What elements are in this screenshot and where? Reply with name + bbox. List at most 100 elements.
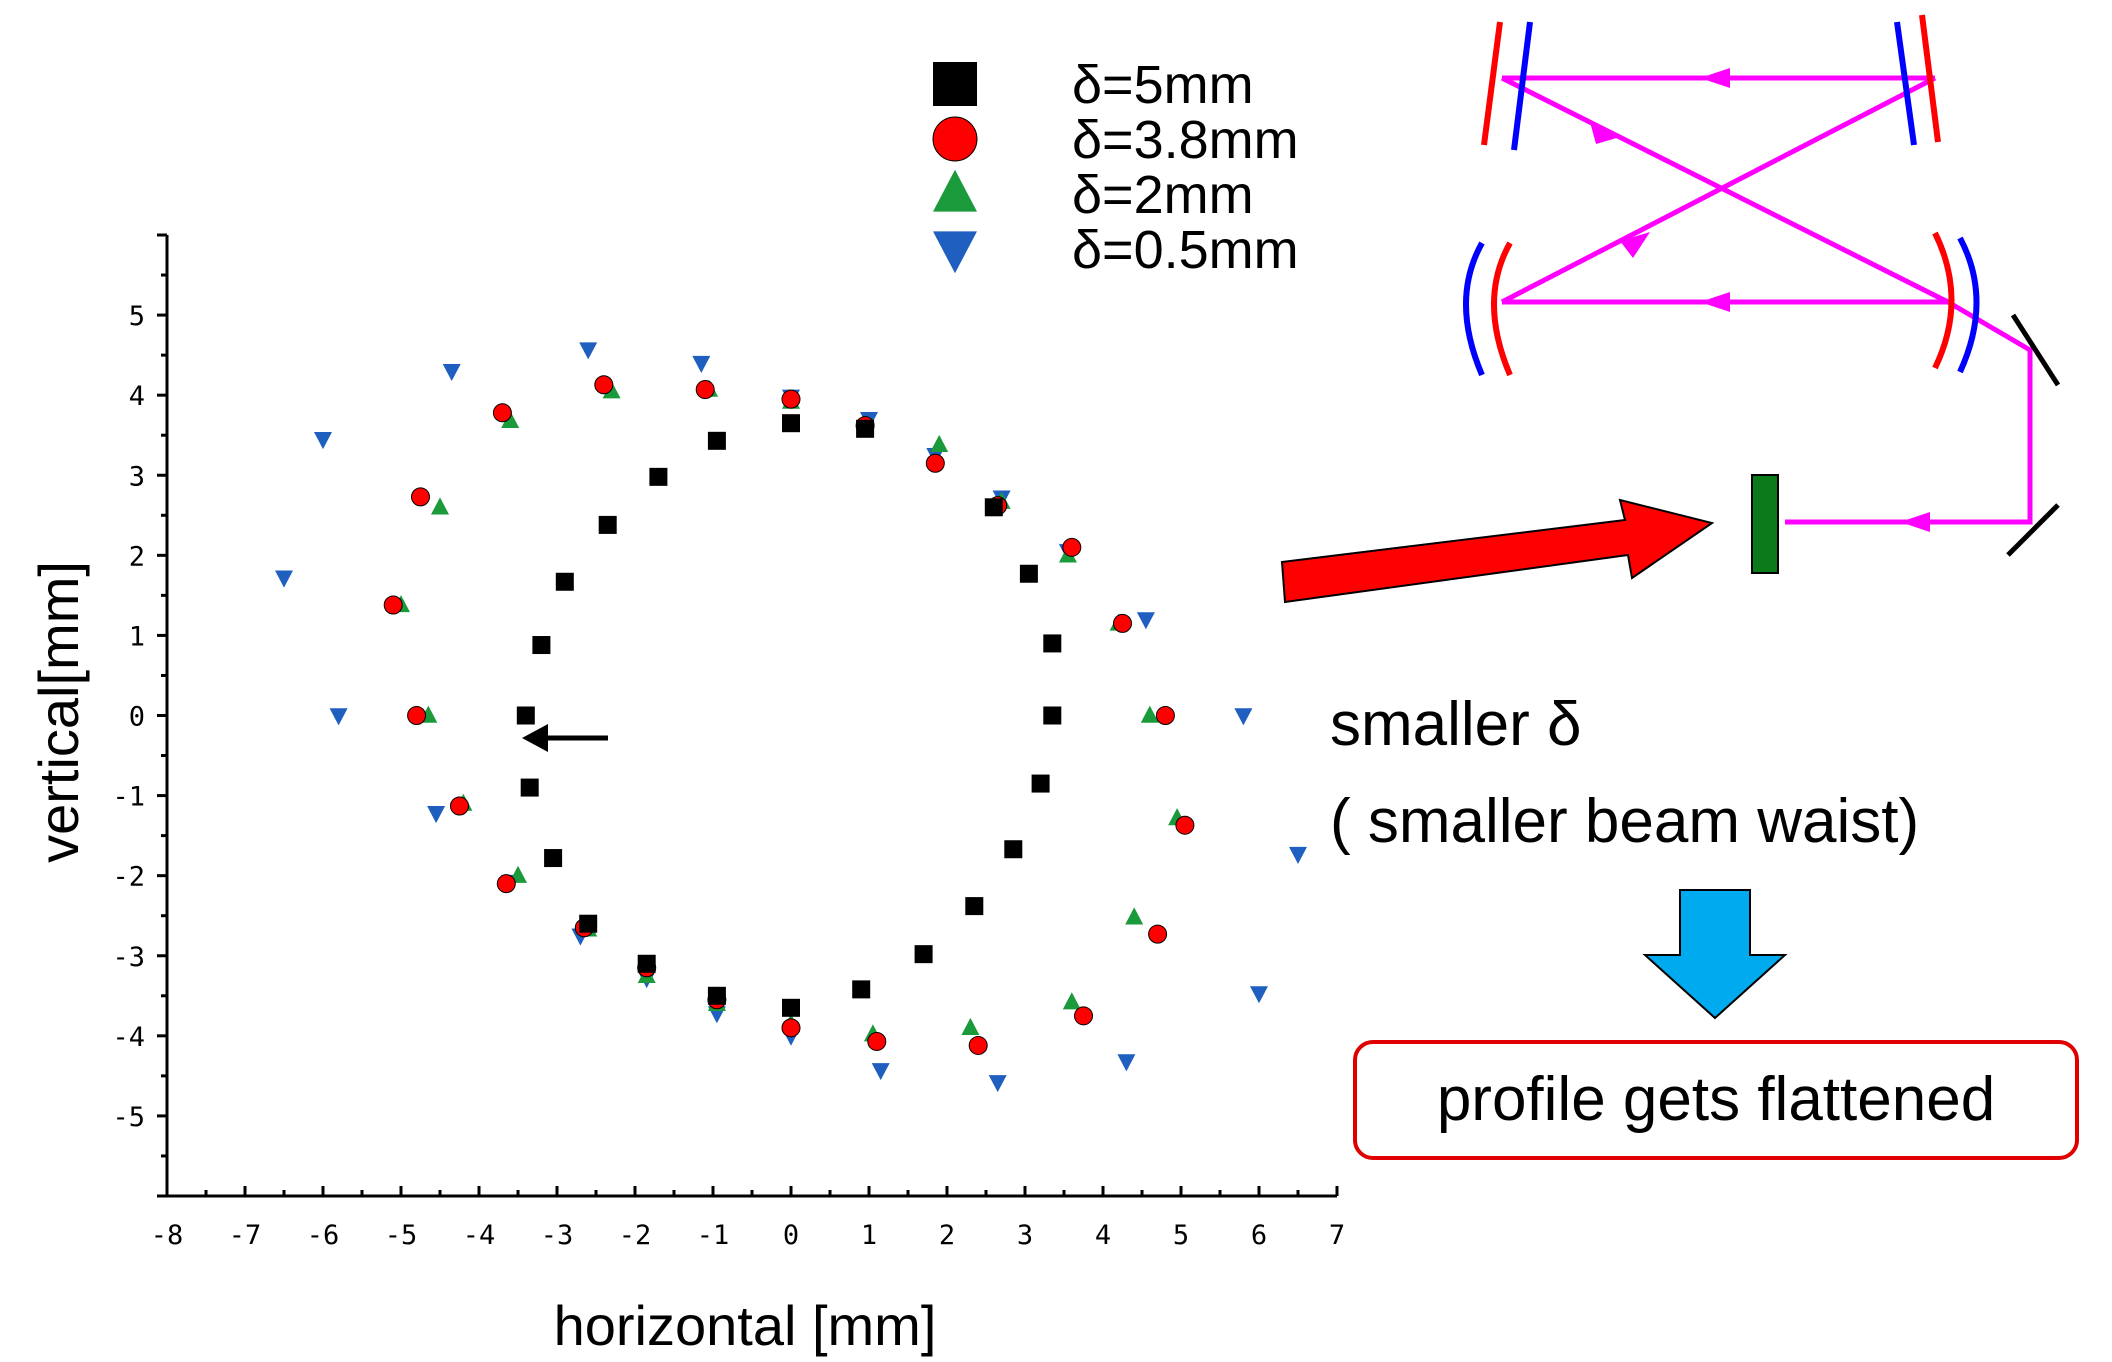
data-point bbox=[1175, 815, 1195, 835]
data-point bbox=[852, 980, 871, 999]
annotation-profile-gets-flattened: profile gets flattened bbox=[1437, 1065, 1995, 1134]
target-screen bbox=[1751, 474, 1779, 574]
mirror-top-right-red bbox=[1919, 14, 1941, 143]
data-points bbox=[275, 342, 1307, 1093]
mirror-top-left-red bbox=[1481, 21, 1503, 146]
y-ticks: 5 4 3 2 1 0 -1 -2 -3 -4 -5 bbox=[112, 233, 167, 1198]
x-ticks: -8 -7 -6 -5 -4 -3 -2 -1 0 1 2 3 4 5 6 7 bbox=[151, 1186, 1345, 1251]
data-point bbox=[1234, 708, 1253, 726]
data-point bbox=[520, 778, 539, 797]
data-point bbox=[984, 498, 1003, 517]
x-tick-label: -1 bbox=[697, 1220, 730, 1251]
data-point bbox=[782, 414, 800, 433]
data-point bbox=[1148, 924, 1168, 944]
data-point bbox=[1031, 774, 1050, 793]
blue-down-arrow bbox=[1642, 889, 1788, 1020]
x-tick-label: 1 bbox=[861, 1220, 877, 1251]
data-point bbox=[637, 954, 656, 973]
big-red-arrow bbox=[1280, 498, 1715, 604]
x-axis-title: horizontal [mm] bbox=[554, 1294, 937, 1357]
x-tick-label: -7 bbox=[229, 1220, 262, 1251]
data-point bbox=[782, 998, 800, 1017]
data-point bbox=[1136, 612, 1155, 630]
x-tick-label: 5 bbox=[1173, 1220, 1189, 1251]
data-point bbox=[275, 570, 293, 588]
mirror-bottom-left-red bbox=[1491, 241, 1513, 377]
data-point bbox=[1004, 840, 1023, 859]
legend-marker bbox=[933, 231, 977, 274]
x-tick-label: 4 bbox=[1095, 1220, 1111, 1251]
y-tick-label: -3 bbox=[112, 942, 145, 973]
data-point bbox=[867, 1031, 887, 1051]
data-point bbox=[492, 403, 512, 423]
data-point bbox=[856, 419, 875, 438]
data-point bbox=[1250, 986, 1268, 1004]
data-point bbox=[781, 1018, 801, 1038]
data-point bbox=[1062, 537, 1082, 557]
y-axis-title: vertical[mm] bbox=[27, 561, 90, 863]
data-point bbox=[1117, 1054, 1136, 1072]
x-tick-label: -5 bbox=[385, 1220, 418, 1251]
mirror-bottom-left-blue bbox=[1463, 241, 1485, 377]
data-point bbox=[781, 389, 801, 409]
data-point bbox=[427, 806, 446, 824]
data-point bbox=[329, 708, 348, 726]
data-point bbox=[544, 849, 563, 868]
legend-label: δ=0.5mm bbox=[1072, 220, 1299, 280]
data-point bbox=[961, 1017, 980, 1036]
x-tick-label: 2 bbox=[939, 1220, 955, 1251]
data-point bbox=[501, 410, 520, 428]
data-point bbox=[1289, 846, 1307, 864]
x-tick-label: 3 bbox=[1017, 1220, 1033, 1251]
y-tick-label: -5 bbox=[112, 1102, 145, 1133]
data-point bbox=[579, 342, 598, 360]
data-point bbox=[411, 487, 430, 507]
data-point bbox=[1019, 564, 1038, 583]
data-point bbox=[1043, 634, 1062, 653]
y-tick-label: 5 bbox=[129, 301, 145, 332]
data-point bbox=[450, 796, 469, 816]
annotation-smaller-delta: smaller δ bbox=[1330, 690, 1582, 759]
x-tick-label: 7 bbox=[1329, 1220, 1345, 1251]
data-point bbox=[1125, 907, 1144, 925]
y-tick-label: 2 bbox=[129, 541, 145, 572]
legend-marker bbox=[932, 116, 978, 162]
y-tick-label: -1 bbox=[112, 782, 145, 813]
data-point bbox=[968, 1035, 988, 1055]
data-point bbox=[442, 363, 461, 382]
left-arrow-annotation bbox=[522, 724, 608, 752]
data-point bbox=[1113, 613, 1132, 633]
legend-label: δ=5mm bbox=[1072, 55, 1254, 115]
data-point bbox=[516, 706, 535, 725]
data-point bbox=[598, 515, 617, 534]
data-point bbox=[383, 595, 403, 615]
conclusion-box: profile gets flattened bbox=[1353, 1040, 2079, 1160]
x-tick-label: -2 bbox=[619, 1220, 652, 1251]
x-tick-label: 6 bbox=[1251, 1220, 1267, 1251]
data-point bbox=[1140, 705, 1159, 723]
mirror-top-right-blue bbox=[1894, 21, 1917, 146]
y-tick-label: 0 bbox=[129, 702, 145, 733]
data-point bbox=[314, 432, 332, 450]
data-point bbox=[871, 1063, 890, 1081]
data-point bbox=[431, 497, 449, 515]
y-tick-label: -2 bbox=[112, 862, 145, 893]
data-point bbox=[1155, 706, 1175, 725]
steering-mirrors bbox=[2006, 313, 2061, 557]
data-point bbox=[1043, 706, 1062, 725]
data-point bbox=[707, 986, 726, 1005]
scatter-plot: -8 -7 -6 -5 -4 -3 -2 -1 0 1 2 3 4 5 6 7 543210-1-2-3-4-… bbox=[27, 233, 1345, 1357]
mirror-bottom-right-blue bbox=[1957, 236, 1980, 374]
x-tick-label: -8 bbox=[151, 1220, 184, 1251]
data-point bbox=[965, 897, 984, 916]
y-tick-label: 4 bbox=[129, 381, 145, 412]
data-point bbox=[925, 453, 945, 473]
annotation-smaller-beam-waist: ( smaller beam waist) bbox=[1330, 787, 1919, 856]
data-point bbox=[914, 945, 933, 964]
data-point bbox=[707, 431, 726, 450]
data-point bbox=[930, 434, 949, 453]
legend-label: δ=3.8mm bbox=[1072, 110, 1299, 170]
mirror-top-left-blue bbox=[1511, 21, 1533, 151]
